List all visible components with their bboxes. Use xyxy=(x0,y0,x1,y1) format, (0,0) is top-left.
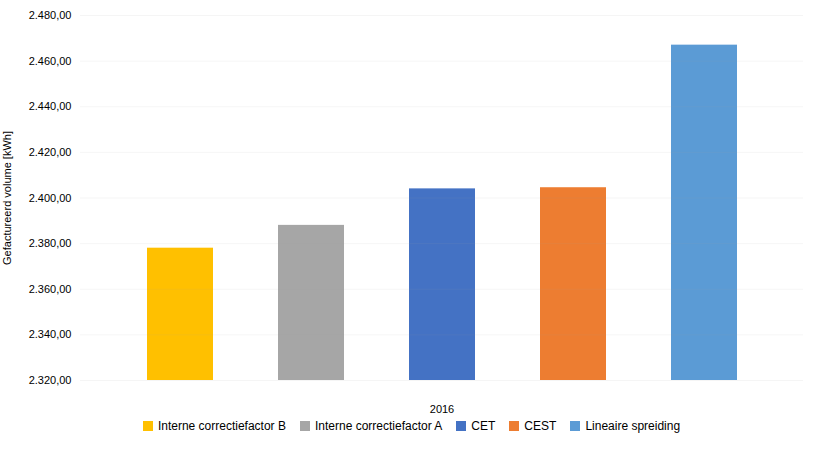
svg-text:2.340,00: 2.340,00 xyxy=(29,328,72,340)
html-text:Lineaire spreiding: Lineaire spreiding xyxy=(585,419,681,433)
svg-text:2.320,00: 2.320,00 xyxy=(29,374,72,386)
svg-text:2.480,00: 2.480,00 xyxy=(29,9,72,21)
html-text:CET: CET xyxy=(471,419,496,433)
html-text:Interne correctiefactor A: Interne correctiefactor A xyxy=(315,419,443,433)
svg-text:2.360,00: 2.360,00 xyxy=(29,283,72,295)
svg-text:2016: 2016 xyxy=(430,403,454,415)
svg-text:2.460,00: 2.460,00 xyxy=(29,55,72,67)
svg-text:2.420,00: 2.420,00 xyxy=(29,146,72,158)
svg-text:Gefactureerd volume [kWh]: Gefactureerd volume [kWh] xyxy=(1,131,13,265)
html-text:CEST: CEST xyxy=(524,419,557,433)
svg-text:2.440,00: 2.440,00 xyxy=(29,100,72,112)
svg-text:2.400,00: 2.400,00 xyxy=(29,192,72,204)
html-text:Interne correctiefactor B: Interne correctiefactor B xyxy=(157,419,286,433)
svg-text:2.380,00: 2.380,00 xyxy=(29,237,72,249)
